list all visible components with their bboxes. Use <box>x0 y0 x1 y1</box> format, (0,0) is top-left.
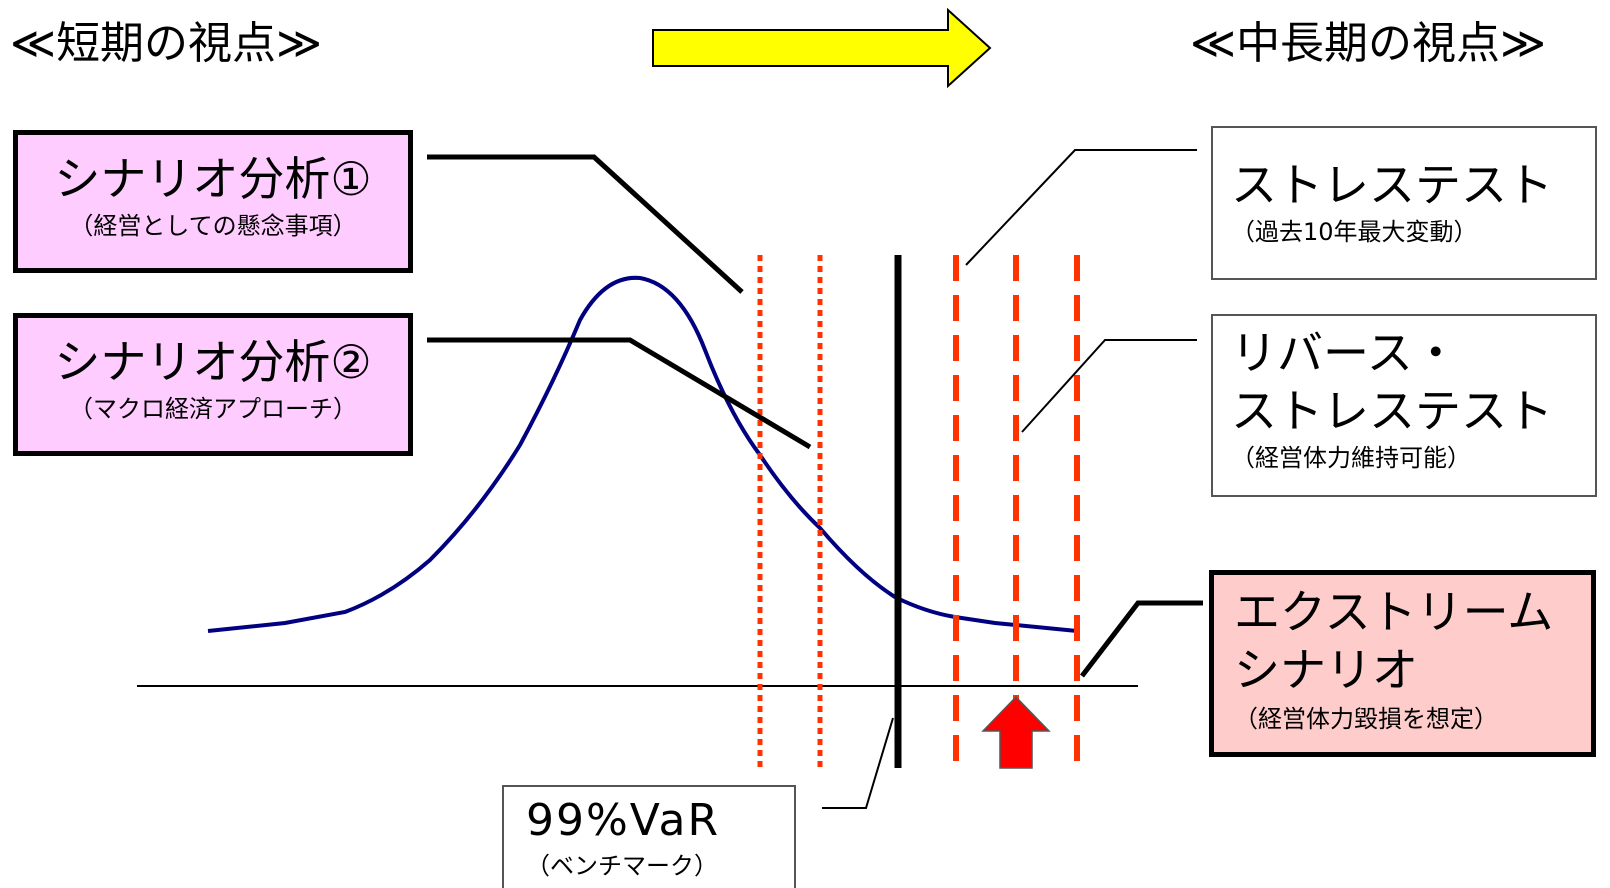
reverse-stress-title-line1: リバース・ <box>1231 326 1459 380</box>
red-up-arrow <box>981 695 1051 769</box>
reverse-connector <box>1021 339 1197 433</box>
scenario2-title: シナリオ分析② <box>54 335 372 389</box>
scenario2-subtitle: （マクロ経済アプローチ） <box>69 395 357 423</box>
extreme-scenario-box: エクストリーム シナリオ （経営体力毀損を想定） <box>1209 570 1596 757</box>
var-title: 99%VaR <box>526 795 721 846</box>
reverse-stress-title-line2: ストレステスト <box>1231 384 1553 438</box>
stress-connector <box>965 149 1197 266</box>
var-connector <box>822 717 894 809</box>
reverse-stress-subtitle: （経営体力維持可能） <box>1231 444 1471 472</box>
direction-arrow <box>652 7 992 89</box>
scenario-analysis-1-box: シナリオ分析① （経営としての懸念事項） <box>13 130 413 273</box>
reverse-stress-test-box: リバース・ ストレステスト （経営体力維持可能） <box>1211 314 1597 497</box>
loss-distribution-curve <box>207 275 1078 633</box>
long-term-header: ≪中長期の視点≫ <box>1190 18 1547 69</box>
scenario-analysis-2-box: シナリオ分析② （マクロ経済アプローチ） <box>13 313 413 456</box>
stress-test-box: ストレステスト （過去10年最大変動） <box>1211 126 1597 280</box>
stress-test-title: ストレステスト <box>1231 158 1553 212</box>
stress-test-subtitle: （過去10年最大変動） <box>1231 218 1478 246</box>
scenario1-title: シナリオ分析① <box>54 152 372 206</box>
var-benchmark-box: 99%VaR （ベンチマーク） <box>502 785 796 888</box>
extreme-subtitle: （経営体力毀損を想定） <box>1234 705 1498 733</box>
short-term-header: ≪短期の視点≫ <box>10 18 323 69</box>
scenario2-connector <box>427 337 812 450</box>
extreme-title-line2: シナリオ <box>1234 643 1418 697</box>
var-subtitle: （ベンチマーク） <box>526 852 718 880</box>
extreme-connector <box>1080 600 1203 678</box>
extreme-title-line1: エクストリーム <box>1234 585 1554 639</box>
scenario1-subtitle: （経営としての懸念事項） <box>69 212 357 240</box>
scenario1-connector <box>427 154 744 294</box>
